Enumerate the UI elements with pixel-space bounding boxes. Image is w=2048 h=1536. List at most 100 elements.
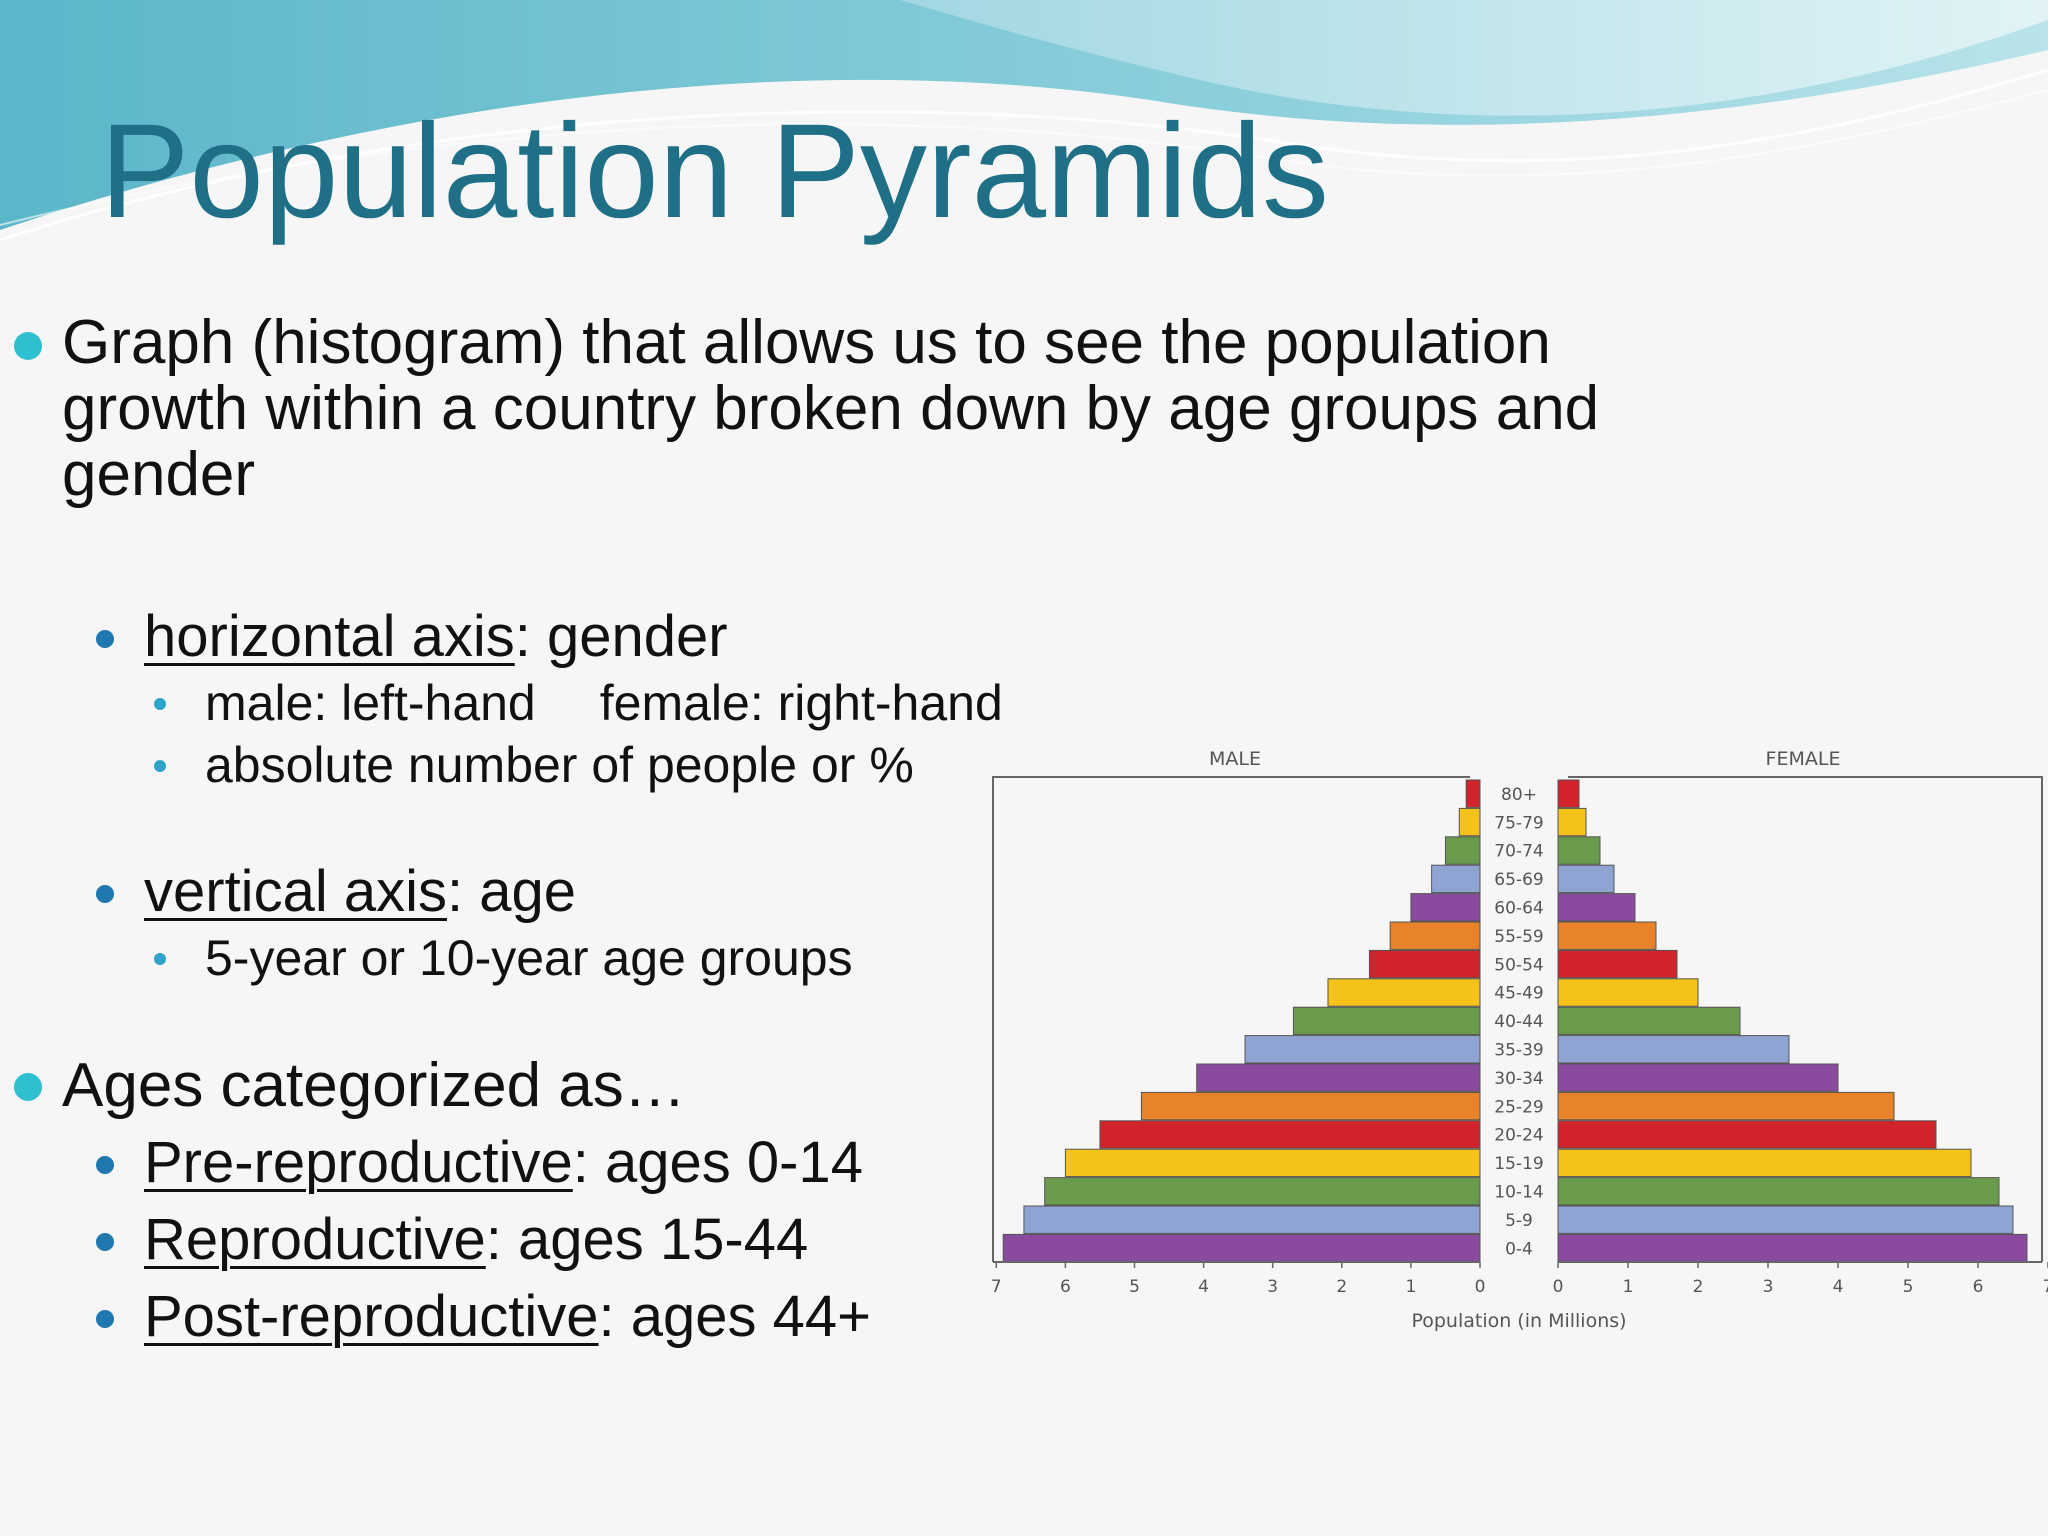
age-group-label: 15-19 — [1494, 1154, 1543, 1174]
bullet-dot — [96, 1310, 114, 1328]
age-group-label: 65-69 — [1494, 870, 1543, 890]
age-group-label: 80+ — [1501, 785, 1537, 805]
age-group-label: 55-59 — [1494, 927, 1543, 947]
reproductive-ages: : ages 15-44 — [485, 1207, 809, 1272]
male-tick-label: 6 — [1060, 1277, 1071, 1297]
female-bar — [1557, 1148, 1972, 1178]
post-reproductive-ages: : ages 44+ — [598, 1284, 872, 1349]
female-bar — [1557, 1233, 2028, 1263]
definition-line: Graph (histogram) that allows us to see … — [62, 308, 1551, 377]
male-bar — [1244, 1035, 1481, 1064]
vertical-axis-desc: : age — [446, 859, 576, 924]
female-tick-label: 0 — [1553, 1277, 1564, 1297]
male-tick-label: 4 — [1198, 1277, 1209, 1297]
male-tick-label: 0 — [1475, 1277, 1486, 1297]
age-group-label: 60-64 — [1494, 898, 1543, 918]
slide-title: Population Pyramids — [100, 97, 1329, 246]
bullet-male-female: male: left-hand female: right-hand — [205, 673, 1003, 733]
bullet-dot — [96, 1233, 114, 1251]
female-bar — [1557, 978, 1699, 1007]
female-bar — [1557, 864, 1615, 894]
female-bar — [1557, 1091, 1895, 1121]
female-tick-label: 2 — [1693, 1277, 1704, 1297]
male-bar — [1002, 1233, 1481, 1263]
panel-label-female: FEMALE — [1766, 748, 1841, 770]
bullet-pre-reproductive: Pre-reproductive: ages 0-14 — [144, 1130, 863, 1196]
chart-frame-male — [992, 776, 1470, 1262]
male-bar — [1431, 864, 1481, 894]
female-bar — [1557, 1035, 1790, 1064]
bullet-dot — [96, 885, 114, 903]
term-post-reproductive: Post-reproductive — [144, 1284, 599, 1349]
male-bar — [1196, 1063, 1481, 1092]
male-bar — [1140, 1091, 1481, 1121]
bullet-dot — [96, 630, 114, 648]
definition-line: growth within a country broken down by a… — [62, 374, 1600, 443]
female-tick-label: 5 — [1903, 1277, 1914, 1297]
female-tick-label: 3 — [1763, 1277, 1774, 1297]
chart-frame-female — [1568, 776, 2043, 1262]
age-group-label: 25-29 — [1494, 1097, 1543, 1117]
age-group-label: 70-74 — [1494, 842, 1543, 862]
age-group-label: 5-9 — [1505, 1211, 1533, 1231]
female-tick-label: 4 — [1833, 1277, 1844, 1297]
male-bar — [1023, 1205, 1481, 1234]
bullet-absolute: absolute number of people or % — [205, 737, 914, 793]
male-bar — [1410, 893, 1481, 922]
female-bar — [1557, 921, 1657, 950]
age-group-label: 0-4 — [1505, 1239, 1533, 1259]
population-pyramid-chart: MALE FEMALE80+75-7970-7465-6960-6455-5950… — [991, 748, 2048, 1332]
age-group-label: 45-49 — [1494, 984, 1543, 1004]
male-tick-label: 5 — [1129, 1277, 1140, 1297]
male-bar — [1444, 836, 1481, 865]
female-bar — [1557, 1063, 1839, 1092]
panel-label-male: MALE — [1209, 748, 1261, 770]
female-bar — [1557, 1177, 2000, 1206]
bullet-dot — [154, 953, 166, 965]
age-group-label: 20-24 — [1494, 1126, 1543, 1146]
male-bar — [1458, 807, 1481, 837]
female-bar — [1557, 949, 1678, 979]
female-bar — [1557, 836, 1601, 865]
female-bar — [1557, 1006, 1741, 1036]
term-vertical-axis: vertical axis — [144, 859, 447, 924]
female-bar — [1557, 1120, 1937, 1149]
male-bar — [1064, 1148, 1481, 1178]
female-bar — [1557, 779, 1580, 808]
female-bar — [1557, 893, 1636, 922]
male-bar — [1389, 921, 1481, 950]
male-tick-label: 7 — [991, 1277, 1002, 1297]
female-tick-label: 1 — [1623, 1277, 1634, 1297]
age-group-label: 75-79 — [1494, 813, 1543, 833]
male-bar — [1099, 1120, 1481, 1149]
bullet-post-reproductive: Post-reproductive: ages 44+ — [144, 1284, 871, 1350]
female-tick-label: 6 — [1973, 1277, 1984, 1297]
male-tick-label: 1 — [1405, 1277, 1416, 1297]
x-axis-label: Population (in Millions) — [1411, 1310, 1626, 1332]
bullet-dot — [154, 698, 166, 710]
male-bar — [1327, 978, 1481, 1007]
bullet-dot — [14, 1073, 42, 1101]
female-tick-label: 7 — [2043, 1277, 2048, 1297]
age-group-label: 10-14 — [1494, 1182, 1543, 1202]
female-bar — [1557, 1205, 2014, 1234]
male-bar — [1368, 949, 1481, 979]
age-group-label: 35-39 — [1494, 1040, 1543, 1060]
male-side-text: male: left-hand — [205, 675, 536, 731]
bullet-dot — [154, 760, 166, 772]
horizontal-axis-desc: : gender — [514, 604, 728, 669]
male-bar — [1465, 779, 1481, 808]
age-group-label: 40-44 — [1494, 1012, 1543, 1032]
age-group-label: 30-34 — [1494, 1069, 1543, 1089]
definition-line: gender — [62, 440, 256, 509]
male-tick-label: 2 — [1336, 1277, 1347, 1297]
bullet-dot — [14, 332, 42, 360]
bullet-reproductive: Reproductive: ages 15-44 — [144, 1207, 808, 1273]
age-group-label: 50-54 — [1494, 955, 1543, 975]
term-horizontal-axis: horizontal axis — [144, 604, 515, 669]
bullet-vertical-axis: vertical axis: age — [144, 859, 576, 925]
header-wave-decoration — [0, 0, 2048, 242]
bullet-age-groups: 5-year or 10-year age groups — [205, 930, 853, 986]
female-side-text: female: right-hand — [599, 675, 1003, 731]
